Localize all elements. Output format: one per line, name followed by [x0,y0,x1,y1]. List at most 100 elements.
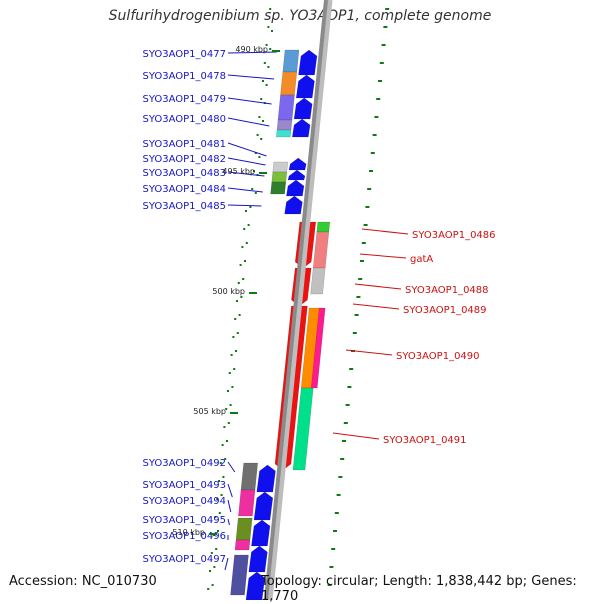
scale-tick [227,422,230,424]
scale-tick [211,584,214,586]
scale-tick [256,134,259,136]
label-leader [227,142,267,157]
scale-tick [210,552,213,554]
scale-tick [367,188,372,190]
label-leader [227,461,236,473]
label-leader [227,117,270,127]
scale-tick [360,260,364,262]
scale-tick [243,228,246,230]
accession-text: Accession: NC_010730 [9,574,157,589]
scale-tick [219,462,222,464]
scale-tick [365,206,370,208]
scale-tick [378,80,382,82]
scale-tick [262,80,264,82]
scale-tick [224,458,227,460]
left-gene-label: SYO3AOP1_0482 [142,154,226,165]
scale-tick [260,138,263,140]
gene-block [310,307,326,389]
scale-tick [370,152,375,154]
left-gene-label: SYO3AOP1_0479 [142,94,226,105]
gene-block [286,179,305,197]
left-gene-label: SYO3AOP1_0477 [142,49,226,60]
gene-block [248,545,268,573]
scale-tick [213,566,216,568]
scale-tick [218,512,221,514]
gene-block [280,71,298,96]
gene-block [271,171,288,183]
right-gene-label: SYO3AOP1_0491 [383,435,467,446]
label-leader [332,432,380,440]
scale-tick [267,26,270,28]
scale-tick [237,282,240,284]
scale-tick [265,44,268,46]
left-gene-label: SYO3AOP1_0495 [142,515,226,526]
scale-tick [231,386,234,388]
right-gene-label: SYO3AOP1_0489 [403,305,487,316]
gene-block [245,571,266,600]
scale-tick [244,260,246,262]
scale-tick [262,120,264,122]
scale-tick [254,192,257,194]
scale-tick [263,62,266,64]
gene-block [253,491,274,521]
scale-tick [214,516,217,518]
gene-block [312,231,330,269]
scale-tick [338,476,343,478]
scale-tick [354,314,359,316]
gene-block [277,94,295,121]
genome-backbone [264,0,333,600]
gene-block [276,129,292,138]
gene-block [240,462,258,491]
gene-block [276,119,293,131]
kbp-marker: 505 kbp [193,407,226,416]
scale-tick [349,368,354,370]
label-leader [227,518,230,526]
scale-tick [221,444,224,446]
label-leader [345,349,393,356]
gene-block [288,157,307,171]
kbp-tick [259,172,267,174]
left-gene-label: SYO3AOP1_0483 [142,168,226,179]
scale-tick [269,48,272,50]
gene-block [270,181,287,195]
gene-block [316,221,331,233]
left-gene-label: SYO3AOP1_0478 [142,71,226,82]
right-gene-label: SYO3AOP1_0490 [396,351,480,362]
gene-block [292,387,314,471]
left-gene-label: SYO3AOP1_0496 [142,531,226,542]
label-leader [227,187,263,193]
scale-tick [239,264,242,266]
scale-tick [215,548,218,550]
backbone-line [264,0,328,600]
scale-tick [327,584,332,586]
label-leader [354,283,402,290]
scale-tick [207,588,210,590]
gene-block [235,517,253,541]
scale-tick [345,404,350,406]
scale-tick [228,372,231,374]
scale-tick [265,84,268,86]
scale-tick [379,62,384,64]
label-leaders [224,51,409,571]
scale-tick [254,152,257,154]
scale-tick [372,134,377,136]
scale-tick [245,210,247,212]
scale-tick [361,242,366,244]
label-leader [227,204,262,207]
scale-tick [369,170,373,172]
scale-tick [340,458,345,460]
scale-tick [363,224,368,226]
gene-block [292,118,311,138]
scale-tick [216,498,219,500]
label-leader [227,51,277,54]
kbp-tick [249,292,257,294]
scale-tick [240,296,243,298]
scale-tick [383,26,388,28]
scale-tick [245,242,248,244]
right-gene-label: gatA [410,254,433,265]
kbp-markers: 490 kbp 495 kbp 500 kbp 505 kbp 510 kbp [172,45,280,537]
label-leader [227,499,232,513]
scale-tick [233,368,236,370]
scale-tick [343,422,348,424]
